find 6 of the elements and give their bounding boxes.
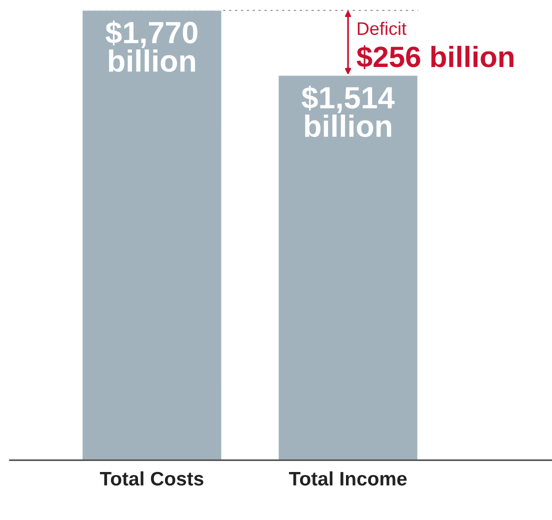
annotation: Deficit bbox=[358, 22, 406, 35]
data-label: $1,770 billion bbox=[106, 20, 198, 72]
x-tick-label: Total Income bbox=[289, 471, 407, 486]
data-label: $1,514 billion bbox=[302, 86, 395, 138]
annotation: $256 billion bbox=[356, 45, 514, 70]
x-tick-label: Total Costs bbox=[100, 471, 204, 486]
